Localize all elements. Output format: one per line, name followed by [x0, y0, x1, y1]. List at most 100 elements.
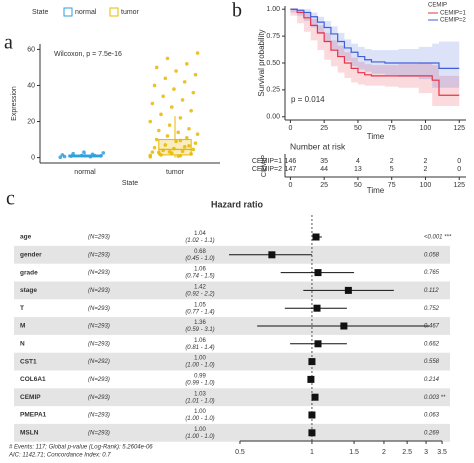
point [174, 69, 178, 73]
ci-label: (0.74 - 1.5) [185, 274, 214, 280]
hr-label: 1.00 [194, 427, 206, 433]
hr-point [308, 411, 316, 419]
ci-label: (1.00 - 1.0) [185, 416, 214, 422]
p-label: 0.112 [424, 288, 439, 294]
risk-row-name: CEMIP=2 [252, 166, 282, 173]
ci-label: (1.01 - 1.0) [185, 398, 214, 404]
x-tick-label: 100 [420, 125, 432, 132]
legend-swatch [109, 7, 119, 17]
survival-curve [290, 8, 460, 69]
point [169, 105, 174, 109]
row-stripe [14, 388, 450, 407]
hr-label: 1.04 [194, 231, 206, 237]
risk-value: 35 [320, 158, 328, 165]
point [187, 144, 191, 148]
point [157, 128, 161, 133]
y-axis-label: Expression [11, 86, 18, 121]
point [150, 101, 155, 106]
hr-point [312, 233, 320, 241]
x-tick-label: tumor [166, 169, 185, 176]
point [187, 126, 191, 131]
variable-name: CEMIP [20, 394, 41, 401]
legend-label: normal [75, 9, 97, 16]
hr-point [314, 269, 322, 277]
n-label: (N=293) [88, 413, 110, 419]
point [167, 150, 172, 154]
point [180, 98, 185, 102]
variable-name: COL6A1 [20, 376, 46, 383]
x-tick-label: 125 [453, 125, 465, 132]
footnote: AIC: 1142.71; Concordance Index: 0.7 [8, 453, 111, 459]
hr-point [307, 375, 315, 383]
y-tick-label: 60 [27, 46, 35, 53]
hr-label: 1.03 [194, 391, 206, 397]
risk-value: 147 [285, 166, 297, 173]
p-label: 0.214 [424, 377, 440, 383]
point [176, 130, 181, 135]
p-label: <0.001 *** [424, 235, 452, 241]
risk-value: 2 [424, 166, 428, 173]
n-label: (N=293) [88, 430, 110, 436]
n-label: (N=293) [88, 341, 110, 347]
y-tick-label: 40 [27, 82, 35, 89]
y-tick-label: 0 [31, 154, 35, 161]
risk-table-x-label: Time [367, 186, 385, 195]
x-axis-label: Time [367, 132, 385, 141]
point [174, 139, 178, 144]
risk-table-y-label: CEMIP [261, 155, 268, 178]
point [165, 134, 170, 138]
footnote: # Events: 117; Global p-value (Log-Rank)… [9, 445, 153, 451]
hr-label: 1.00 [194, 409, 206, 415]
ci-label: (0.99 - 1.0) [185, 380, 214, 386]
ci-label: (0.92 - 2.2) [185, 291, 214, 297]
n-label: (N=293) [88, 395, 110, 401]
hr-point [313, 304, 321, 312]
risk-value: 13 [354, 166, 362, 173]
n-label: (N=293) [88, 288, 110, 294]
variable-name: PMEPA1 [20, 412, 47, 419]
x-tick-label: 3 [424, 449, 428, 456]
y-axis-label: Survival probability [257, 29, 266, 96]
point [189, 108, 193, 113]
hr-label: 1.06 [194, 338, 206, 344]
point [195, 132, 200, 136]
p-label: 0.003 ** [424, 395, 446, 401]
x-tick-label: 0.5 [235, 449, 245, 456]
hr-point [340, 322, 348, 330]
point [172, 87, 176, 91]
n-label: (N=293) [88, 235, 110, 241]
point [159, 112, 163, 117]
point [154, 137, 159, 142]
annotation: Wilcoxon, p = 7.5e-16 [54, 51, 122, 58]
y-tick-label: 0.75 [266, 33, 280, 40]
hr-label: 1.00 [194, 356, 206, 362]
chart-title: Hazard ratio [211, 199, 264, 209]
x-tick-label: 25 [320, 125, 328, 132]
confidence-band [290, 9, 460, 107]
x-tick-label: 1.5 [349, 449, 359, 456]
x-tick-label: 75 [388, 125, 396, 132]
point [152, 83, 157, 88]
variable-name: gender [20, 252, 42, 259]
x-tick-label: 50 [354, 125, 362, 132]
row-stripe [14, 281, 450, 300]
ci-label: (1.00 - 1.0) [185, 363, 214, 369]
survival-curve [290, 8, 460, 96]
x-tick-label: 125 [453, 182, 465, 189]
ci-label: (0.45 - 1.0) [185, 256, 214, 262]
hr-point [314, 340, 322, 348]
risk-value: 2 [390, 158, 394, 165]
x-tick-label: 0 [288, 125, 292, 132]
x-tick-label: 25 [320, 182, 328, 189]
point [193, 141, 198, 145]
point [182, 144, 187, 149]
row-stripe [14, 317, 450, 335]
n-label: (N=293) [88, 306, 110, 312]
point [71, 151, 75, 156]
y-tick-label: 0.50 [266, 60, 280, 67]
point [148, 153, 153, 158]
panel-label: c [6, 188, 15, 210]
panel-label: b [232, 0, 242, 22]
